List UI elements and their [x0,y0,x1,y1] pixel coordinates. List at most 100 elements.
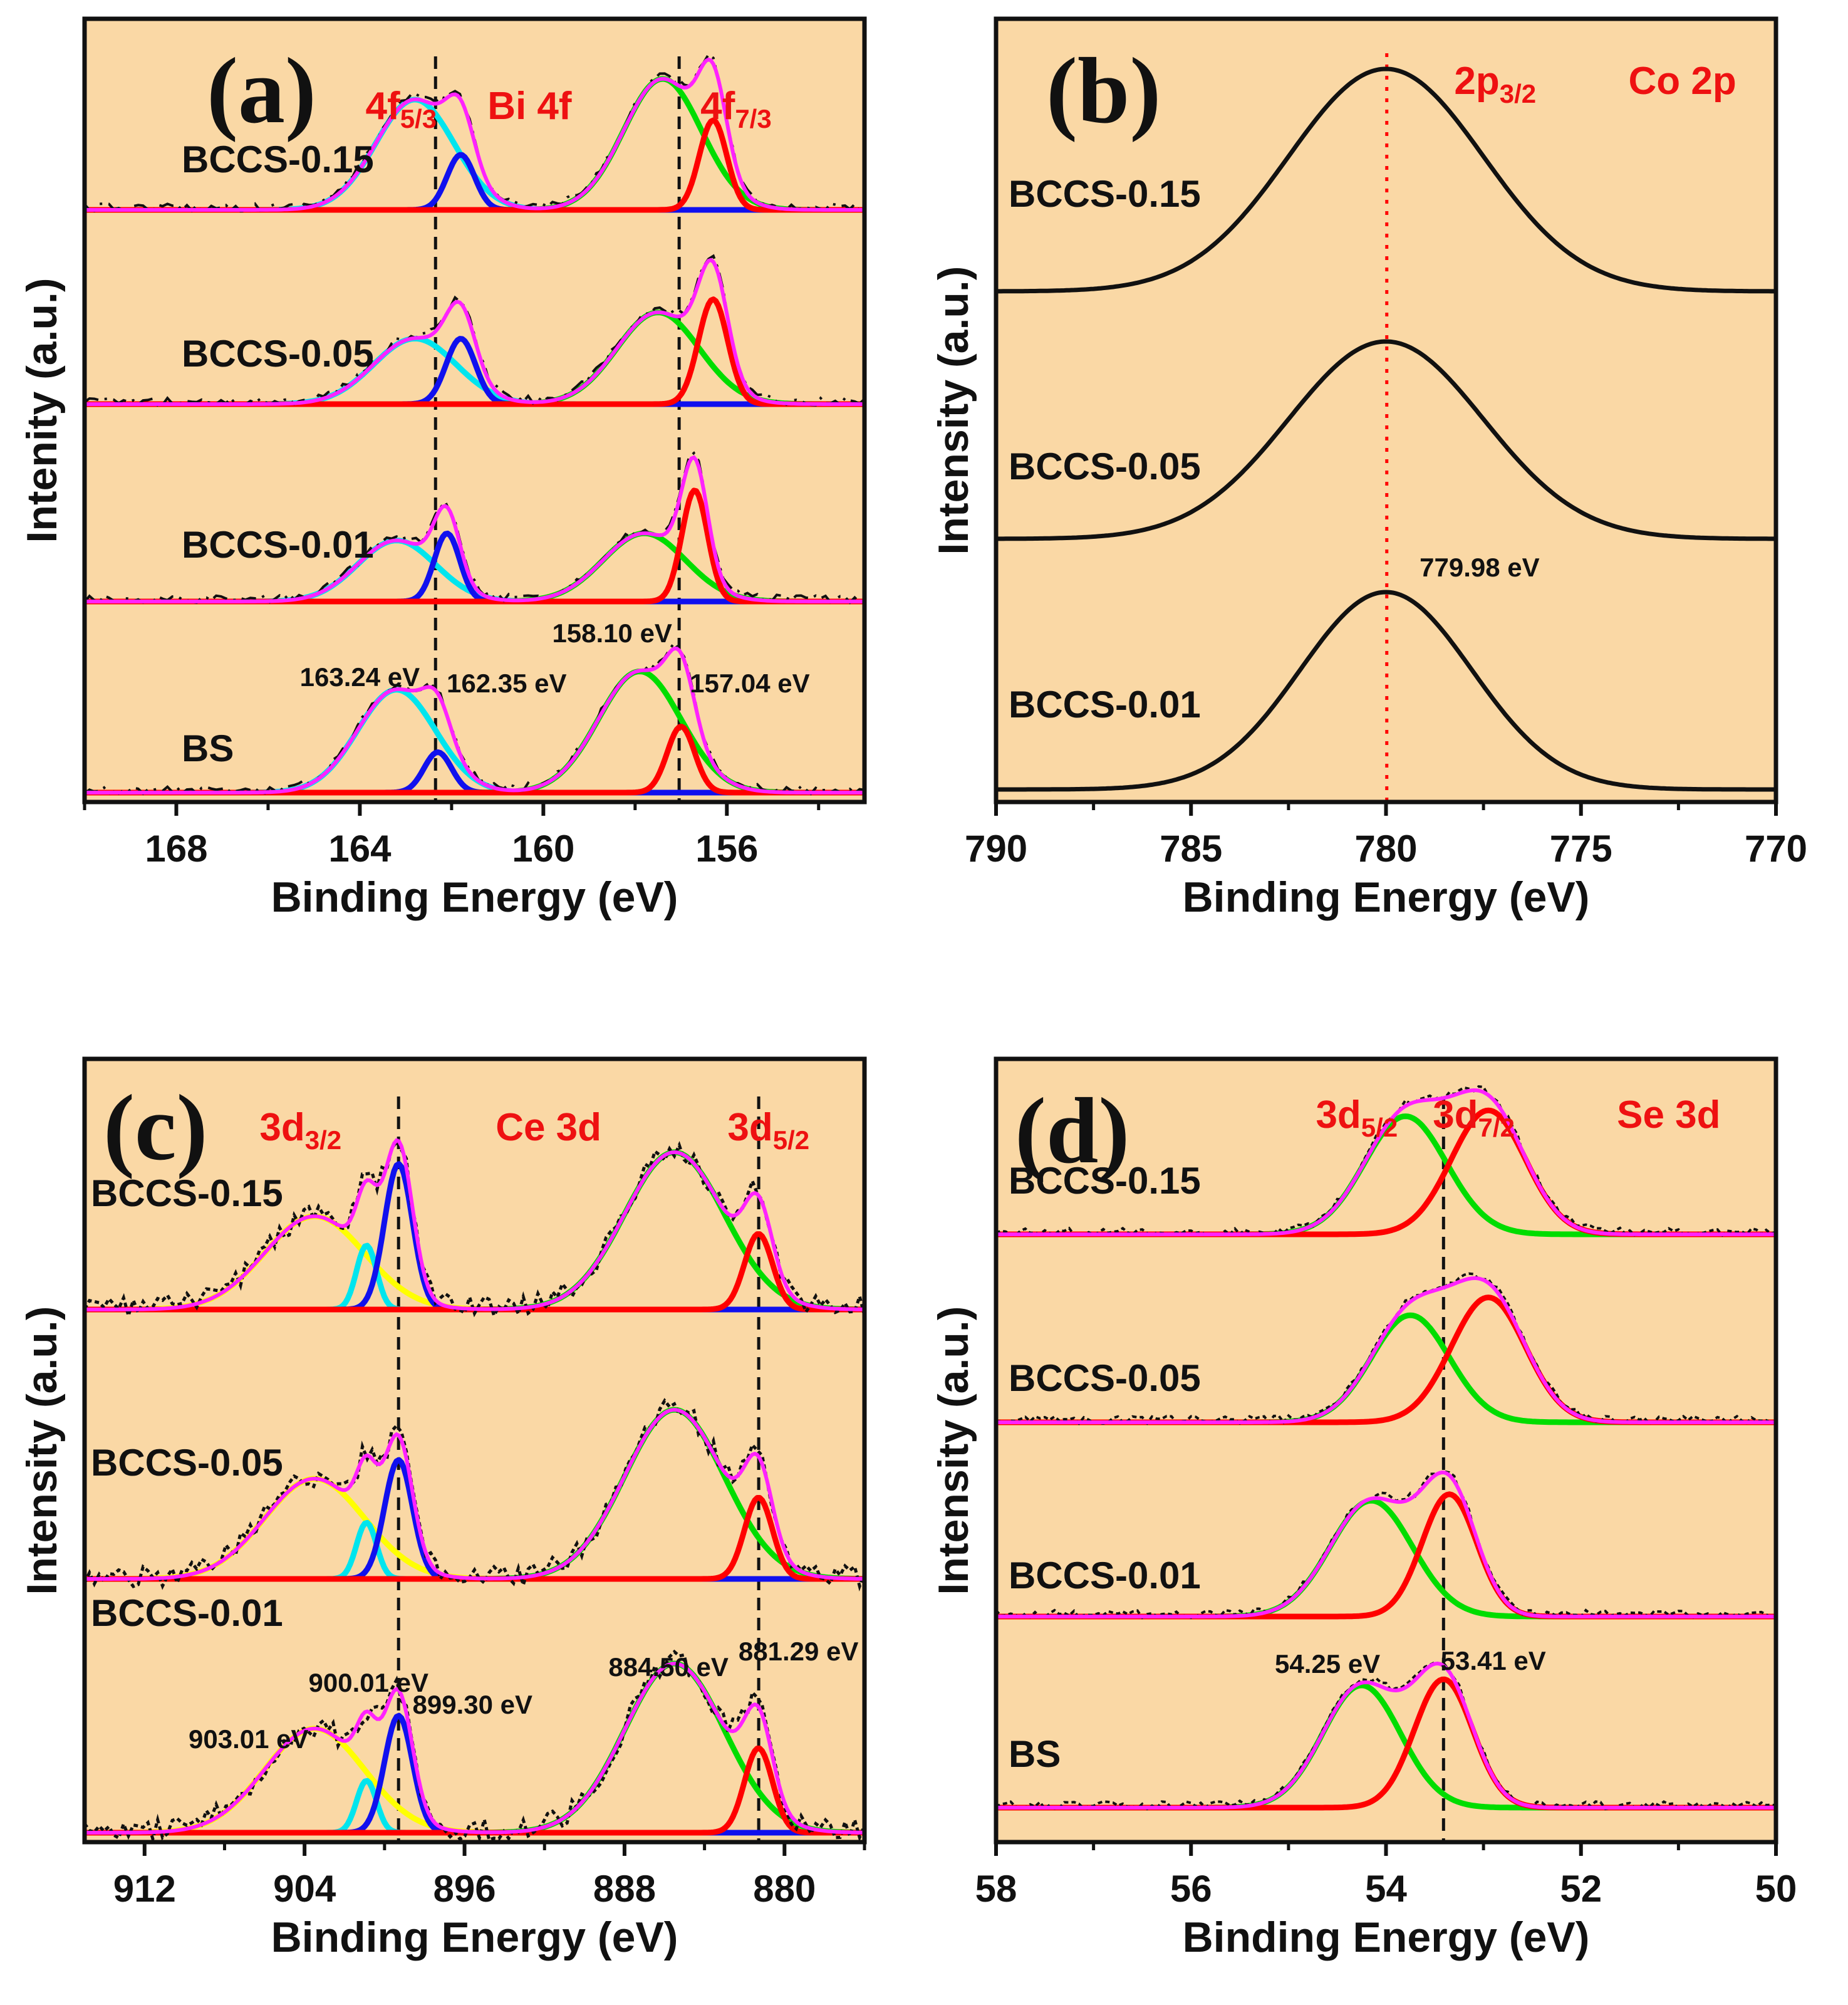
y-axis-label: Intensity (a.u.) [18,1306,66,1595]
peak-annotation: 162.35 eV [447,669,567,698]
x-tick-label: 50 [1755,1868,1797,1910]
peak-annotation: 53.41 eV [1441,1646,1546,1675]
spectrum-bccs-0.05 [996,339,1776,541]
x-tick-label: 912 [113,1868,176,1910]
plot-area [996,1085,1776,1842]
sample-label: BCCS-0.01 [1009,1555,1201,1596]
x-tick-label: 58 [975,1868,1017,1910]
peak-label: 3d5/2 [727,1106,809,1155]
peak-label-main: Co 2p [1628,60,1736,103]
peak-annotation: 899.30 eV [413,1690,533,1719]
sample-label: BCCS-0.05 [91,1442,283,1484]
spectrum-bccs-0.05 [85,254,864,407]
spectrum-bccs-0.15 [85,52,864,213]
peak-label-sub: 5/2 [1361,1113,1398,1142]
raw-data-trace [85,451,864,605]
peak-label: Co 2p [1628,60,1736,103]
sample-label: BCCS-0.01 [1009,684,1201,726]
plot-background [85,1059,864,1842]
envelope-fit [85,455,864,603]
peak-label-main: 3d [259,1106,304,1149]
peak-label: 4f5/3 [366,85,437,133]
peak-label: 2p3/2 [1454,60,1536,108]
peak-annotation: 884.50 eV [608,1652,729,1682]
peak-label-main: 3d [727,1106,772,1149]
spectrum-bccs-0.01 [996,1470,1776,1620]
envelope-fit [996,1661,1776,1810]
x-tick-label: 56 [1170,1868,1212,1910]
peak-annotation: 900.01 eV [309,1668,429,1697]
peak-label-main: 3d [1316,1093,1361,1137]
panel-letter: (a) [207,39,316,143]
peak-label-sub: 7/3 [735,104,771,133]
peak-label: 4f7/3 [700,85,772,133]
spectrum-bccs-0.15 [996,1085,1776,1237]
spectrum-bccs-0.01 [85,451,864,605]
x-tick-label: 168 [145,828,207,870]
spectrum-curve [996,590,1776,792]
spectrum-bs [996,1661,1776,1811]
spectrum-bccs-0.15 [996,66,1776,294]
peak-label-main: Bi 4f [487,85,572,128]
envelope-fit [996,1088,1776,1236]
x-axis-label: Binding Energy (eV) [271,1914,678,1961]
panel-letter: (b) [1046,39,1161,143]
envelope-fit [996,1470,1776,1618]
panel-letter: (c) [103,1076,207,1180]
x-tick-label: 164 [328,828,392,870]
peak-annotation: 54.25 eV [1275,1649,1380,1679]
peak-annotation: 903.01 eV [189,1724,309,1754]
spectrum-curve [996,66,1776,294]
peak-label-main: 2p [1454,60,1499,103]
x-tick-label: 54 [1365,1868,1407,1910]
peak-label-sub: 5/3 [400,104,437,133]
sample-label: BCCS-0.15 [91,1172,283,1214]
spectrum-bccs-0.05 [996,1272,1776,1425]
peak-label: Bi 4f [487,85,572,128]
raw-data-trace [996,1272,1776,1425]
sample-label: BCCS-0.01 [91,1592,283,1634]
x-tick-label: 775 [1550,828,1612,870]
peak-label: Ce 3d [496,1106,601,1149]
spectrum-curve [996,339,1776,541]
plot-frame [82,1056,867,1845]
x-tick-label: 785 [1160,828,1222,870]
peak-label-main: 3d [1433,1093,1478,1137]
panel-b: BCCS-0.15 BCCS-0.05 BCCS-0.01 (b) 2p3/2 Co 2p… [930,16,1807,921]
peak-label: 3d5/2 [1316,1093,1398,1142]
raw-data-trace [85,1649,864,1842]
envelope-fit [85,646,864,794]
peak-label-main: Ce 3d [496,1106,601,1149]
envelope-fit [996,1276,1776,1424]
x-tick-label: 160 [512,828,574,870]
envelope-fit [85,1138,864,1311]
panel-letter: (d) [1015,1079,1129,1183]
y-axis-label: Intensity (a.u.) [930,266,977,555]
envelope-fit [85,57,864,212]
x-tick-label: 780 [1354,828,1417,870]
peak-annotation: 881.29 eV [739,1637,859,1666]
y-axis-label: Intenity (a.u.) [18,278,66,543]
peak-label: 3d7/2 [1433,1093,1515,1142]
plot-area [996,53,1776,802]
x-tick-label: 770 [1745,828,1807,870]
sample-label: BS [182,727,234,769]
spectrum-bccs-0.01 [996,590,1776,792]
x-tick-label: 880 [753,1868,816,1910]
sample-label: BCCS-0.01 [182,524,374,566]
peak-label-sub: 3/2 [1500,79,1536,108]
x-axis-label: Binding Energy (eV) [271,873,678,921]
sample-label: BCCS-0.15 [1009,173,1201,215]
peak-annotation: 163.24 eV [300,662,420,692]
envelope-fit [85,258,864,406]
x-tick-label: 896 [433,1868,496,1910]
plot-background [996,19,1776,802]
spectrum-bccs-0.01 [85,1649,864,1842]
x-tick-label: 156 [695,828,758,870]
x-axis-label: Binding Energy (eV) [1183,873,1590,921]
spectrum-bs [85,640,864,796]
